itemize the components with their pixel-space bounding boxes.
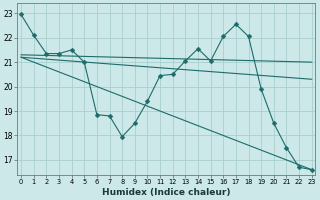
X-axis label: Humidex (Indice chaleur): Humidex (Indice chaleur) — [102, 188, 231, 197]
